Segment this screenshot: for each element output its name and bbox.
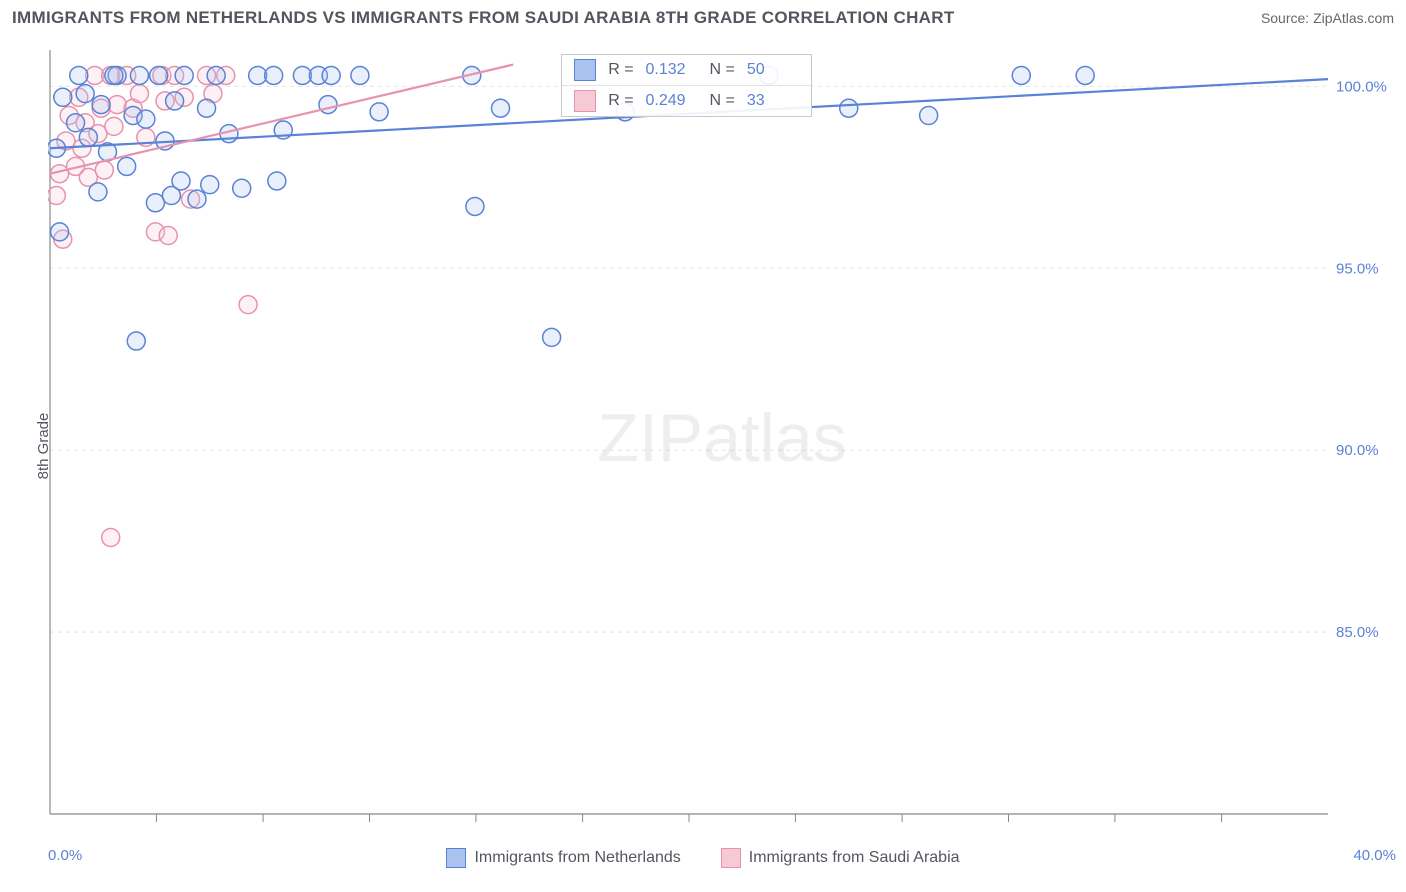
source-label: Source: ZipAtlas.com [1261, 10, 1394, 26]
legend-swatch-netherlands [446, 848, 466, 868]
legend-label-netherlands: Immigrants from Netherlands [474, 849, 680, 867]
svg-text:100.0%: 100.0% [1336, 78, 1387, 95]
legend-label-saudi: Immigrants from Saudi Arabia [749, 849, 960, 867]
plot-area: 85.0%90.0%95.0%100.0% ZIPatlas R =0.132N… [48, 44, 1396, 832]
r-legend-row-netherlands: R =0.132N =50 [562, 55, 811, 85]
svg-text:95.0%: 95.0% [1336, 260, 1379, 277]
svg-text:90.0%: 90.0% [1336, 442, 1379, 459]
r-legend-row-saudi: R =0.249N =33 [562, 85, 811, 116]
scatter-svg: 85.0% 90.0% 95.0% 100.0% [48, 44, 1396, 832]
chart-title: IMMIGRANTS FROM NETHERLANDS VS IMMIGRANT… [12, 8, 955, 28]
legend-swatch-saudi [721, 848, 741, 868]
svg-text:85.0%: 85.0% [1336, 624, 1379, 641]
series-legend: Immigrants from Netherlands Immigrants f… [0, 848, 1406, 868]
legend-item-saudi: Immigrants from Saudi Arabia [721, 848, 960, 868]
legend-item-netherlands: Immigrants from Netherlands [446, 848, 680, 868]
correlation-legend: R =0.132N =50R =0.249N =33 [561, 54, 812, 117]
